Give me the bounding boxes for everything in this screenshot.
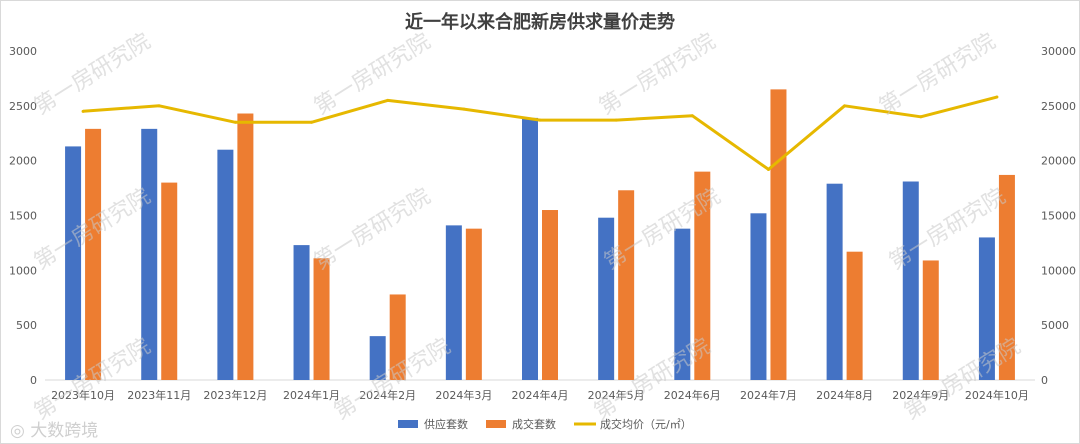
x-tick-label: 2024年2月 xyxy=(359,388,416,402)
sales-bar xyxy=(542,210,558,380)
supply-bar xyxy=(978,237,995,380)
sales-bar xyxy=(922,260,939,380)
avg-price-point xyxy=(233,120,237,124)
chart-title: 近一年以来合肥新房供求量价走势 xyxy=(405,12,675,33)
brand-logo: ◎ 大数跨境 xyxy=(10,421,99,441)
supply-bar xyxy=(141,128,158,380)
y-left-tick-label: 2500 xyxy=(9,100,37,113)
avg-price-point xyxy=(157,104,161,108)
supply-bar xyxy=(65,146,82,380)
x-tick-label: 2024年7月 xyxy=(740,388,797,402)
y-right-tick-label: 10000 xyxy=(1041,264,1076,277)
legend-swatch xyxy=(486,420,506,428)
avg-price-point xyxy=(310,120,314,124)
x-tick-label: 2023年11月 xyxy=(127,388,191,402)
avg-price-point xyxy=(766,167,770,171)
y-left-tick-label: 1000 xyxy=(9,264,37,277)
sales-bar xyxy=(161,182,178,380)
avg-price-point xyxy=(995,95,999,99)
watermark-text: 第一房研究院 xyxy=(595,29,720,120)
supply-bar xyxy=(750,213,767,380)
y-right-tick-label: 30000 xyxy=(1041,45,1076,58)
avg-price-point xyxy=(81,109,85,113)
y-left-tick-label: 3000 xyxy=(9,45,37,58)
sales-bar xyxy=(846,251,863,380)
legend-label: 成交均价（元/㎡） xyxy=(600,417,692,431)
sales-bar xyxy=(85,128,102,380)
supply-bar xyxy=(522,117,538,380)
avg-price-point xyxy=(462,107,466,111)
legend-swatch xyxy=(398,420,418,428)
avg-price-point xyxy=(614,118,618,122)
sales-bar xyxy=(618,190,635,380)
x-tick-label: 2024年9月 xyxy=(892,388,949,402)
avg-price-point xyxy=(690,114,694,118)
y-left-tick-label: 500 xyxy=(16,319,37,332)
y-right-tick-label: 0 xyxy=(1041,374,1048,387)
y-right-tick-label: 5000 xyxy=(1041,319,1069,332)
sales-bar xyxy=(465,228,482,380)
y-left-tick-label: 2000 xyxy=(9,155,37,168)
sales-bar xyxy=(998,174,1015,380)
supply-bar xyxy=(826,183,843,380)
x-tick-label: 2024年3月 xyxy=(435,388,492,402)
supply-bar xyxy=(293,245,310,380)
y-right-tick-label: 15000 xyxy=(1041,210,1076,223)
legend-label: 成交套数 xyxy=(512,417,556,431)
avg-price-point xyxy=(919,115,923,119)
supply-bar xyxy=(217,149,234,380)
sales-bar xyxy=(770,89,787,380)
avg-price-point xyxy=(538,118,542,122)
y-left-tick-label: 0 xyxy=(30,374,37,387)
sales-bar xyxy=(389,294,406,380)
x-tick-label: 2024年6月 xyxy=(664,388,721,402)
sales-bar xyxy=(313,258,330,380)
x-tick-label: 2024年1月 xyxy=(283,388,340,402)
avg-price-point xyxy=(386,98,390,102)
supply-bar xyxy=(674,228,691,380)
x-tick-label: 2024年10月 xyxy=(965,388,1029,402)
x-tick-label: 2024年4月 xyxy=(512,388,569,402)
avg-price-point xyxy=(843,104,847,108)
watermark-text: 第一房研究院 xyxy=(310,29,435,120)
sales-bar xyxy=(237,113,254,380)
supply-bar xyxy=(902,181,919,380)
x-tick-label: 2023年12月 xyxy=(203,388,267,402)
x-tick-label: 2024年8月 xyxy=(816,388,873,402)
y-right-tick-label: 25000 xyxy=(1041,100,1076,113)
brand-text: 大数跨境 xyxy=(30,421,99,441)
legend-label: 供应套数 xyxy=(424,417,468,431)
y-right-tick-label: 20000 xyxy=(1041,155,1076,168)
sales-bar xyxy=(694,171,711,380)
x-tick-label: 2024年5月 xyxy=(588,388,645,402)
supply-bar xyxy=(598,217,615,380)
x-tick-label: 2023年10月 xyxy=(51,388,115,402)
watermark-text: 第一房研究院 xyxy=(875,29,1000,120)
supply-bar xyxy=(445,225,462,380)
supply-bar xyxy=(369,336,386,380)
watermark-text: 第一房研究院 xyxy=(310,184,435,275)
y-left-tick-label: 1500 xyxy=(9,210,37,223)
